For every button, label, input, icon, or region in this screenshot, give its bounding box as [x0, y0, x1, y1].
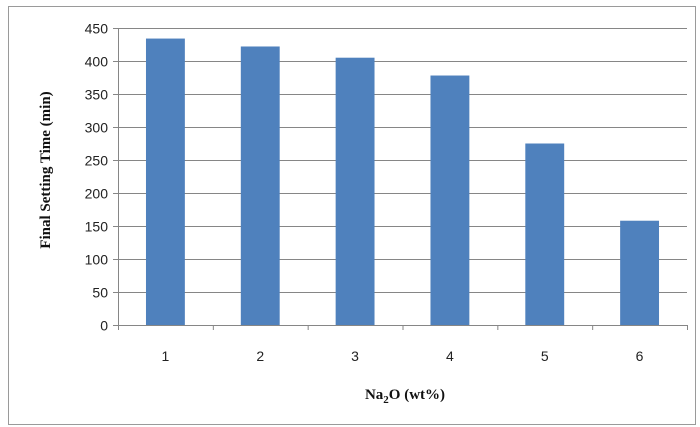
x-tick-label: 2	[256, 348, 264, 364]
bars	[145, 38, 660, 326]
y-tick-labels: 0 50 100 150 200 250 300 350 400 450	[85, 21, 109, 334]
y-tick-label: 0	[100, 318, 108, 334]
bar	[335, 57, 375, 325]
y-tick-label: 150	[85, 219, 109, 235]
y-tick-label: 200	[85, 186, 109, 202]
bar	[430, 75, 470, 326]
grid-lines	[118, 28, 687, 293]
y-tick-label: 100	[85, 252, 109, 268]
x-tick-labels: 1 2 3 4 5 6	[162, 348, 644, 364]
x-axis-title: Na2O (wt%)	[365, 387, 445, 406]
axes	[113, 28, 688, 330]
x-tick-label: 6	[636, 348, 644, 364]
x-axis-title-suffix: O (wt%)	[389, 387, 445, 403]
y-tick-label: 50	[92, 285, 108, 301]
y-tick-label: 400	[85, 54, 109, 70]
y-tick-label: 350	[85, 87, 109, 103]
y-tick-label: 450	[85, 21, 109, 37]
bar	[240, 46, 280, 325]
bar	[525, 143, 565, 325]
y-tick-label: 250	[85, 153, 109, 169]
x-tick-label: 4	[446, 348, 454, 364]
x-axis-title-subscript: 2	[383, 394, 389, 406]
x-tick-label: 1	[162, 348, 170, 364]
y-tick-label: 300	[85, 120, 109, 136]
x-tick-label: 5	[541, 348, 549, 364]
x-axis-title-prefix: Na	[365, 387, 384, 403]
bar	[620, 220, 660, 325]
x-tick-label: 3	[351, 348, 359, 364]
bar	[145, 38, 185, 326]
y-axis-title: Final Setting Time (min)	[38, 91, 54, 248]
